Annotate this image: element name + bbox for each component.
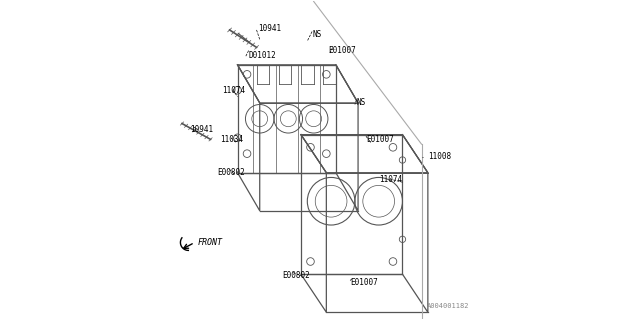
Text: E00802: E00802 [217, 168, 244, 177]
Text: 10941: 10941 [190, 125, 213, 134]
Text: 10941: 10941 [258, 24, 281, 33]
Text: E01007: E01007 [366, 135, 394, 144]
Text: A004001182: A004001182 [427, 303, 469, 309]
Text: 11008: 11008 [428, 152, 451, 161]
Text: 11074: 11074 [221, 86, 244, 95]
Text: NS: NS [356, 99, 365, 108]
Text: 11074: 11074 [379, 174, 402, 184]
Text: 11034: 11034 [220, 135, 243, 144]
Text: D01012: D01012 [248, 51, 276, 60]
Text: NS: NS [312, 30, 321, 39]
Text: E01007: E01007 [328, 46, 356, 55]
Text: E00802: E00802 [282, 271, 310, 280]
Text: FRONT: FRONT [198, 238, 223, 247]
Text: E01007: E01007 [350, 278, 378, 287]
